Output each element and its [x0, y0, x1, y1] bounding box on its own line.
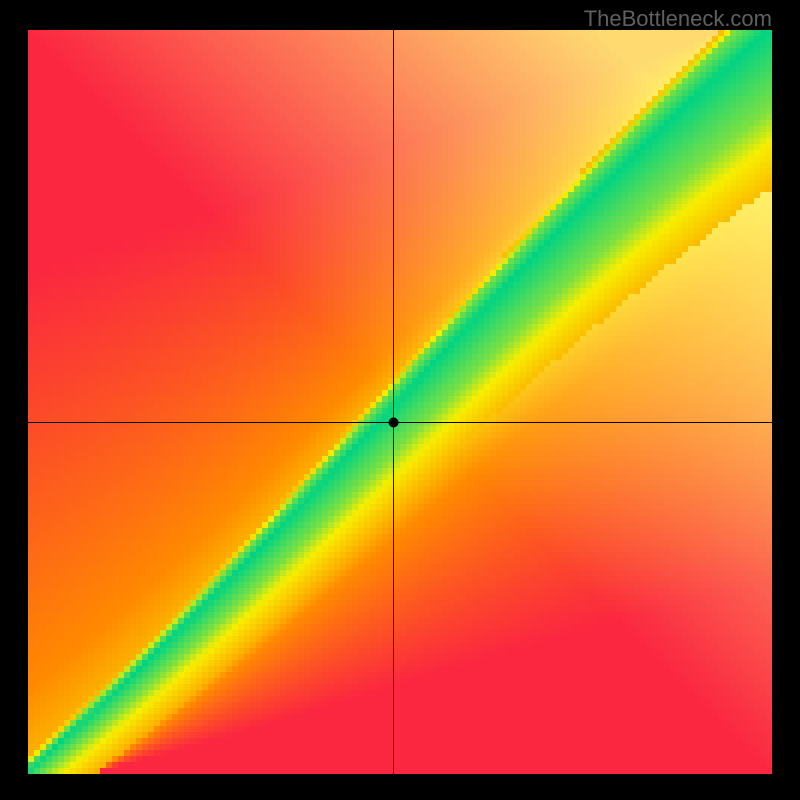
crosshair-overlay [28, 30, 772, 774]
watermark-text: TheBottleneck.com [584, 6, 772, 32]
chart-frame: { "watermark": "TheBottleneck.com", "can… [0, 0, 800, 800]
